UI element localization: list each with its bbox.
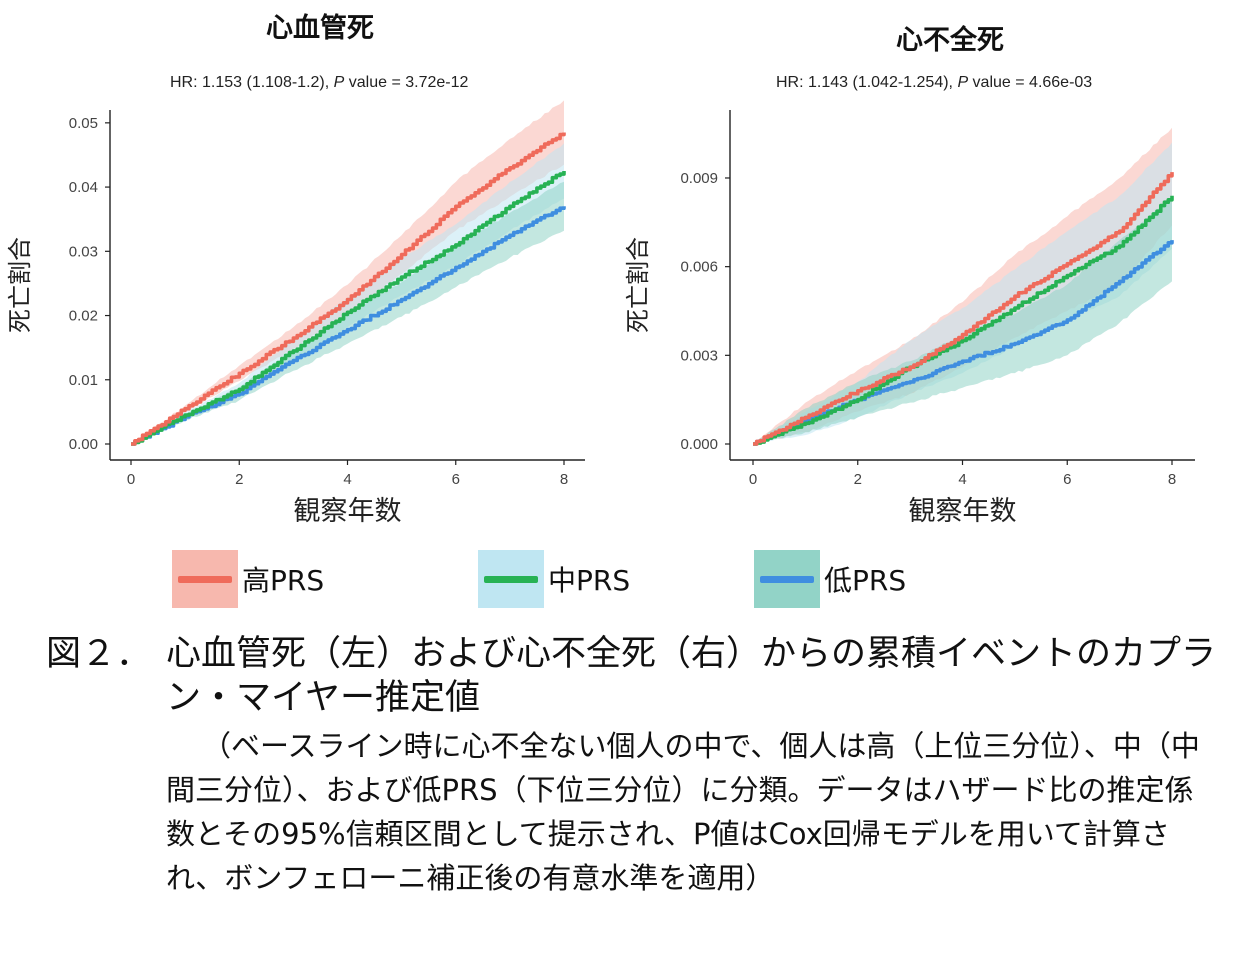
x-tick-label: 6 (452, 471, 460, 488)
chart-subtitle-left: HR: 1.153 (1.108-1.2), P value = 3.72e-1… (170, 74, 468, 92)
ci-band-low (753, 198, 1172, 444)
km-line-high (131, 132, 566, 446)
figure: 心血管死 心不全死 HR: 1.153 (1.108-1.2), P value… (0, 13, 1243, 612)
legend-label-low: 低PRS (824, 564, 907, 597)
x-tick-label: 4 (958, 471, 966, 488)
caption-title: 心血管死（左）および心不全死（右）からの累積イベントのカプラン・マイヤー推定値 (166, 634, 1217, 718)
ci-band-low (131, 181, 564, 444)
legend-label-mid: 中PRS (548, 564, 631, 597)
chart-title-right: 心不全死 (896, 25, 1004, 56)
legend-line-high (178, 576, 232, 583)
y-tick-label: 0.00 (69, 436, 98, 453)
legend-item-high: 高PRS (172, 548, 324, 610)
chart-panel-right: 0.000 0.003 0.006 0.009 0 2 4 6 8 観察年数 死亡割合 (624, 110, 1195, 527)
ci-band-high (131, 100, 564, 445)
km-line-high (753, 172, 1174, 446)
km-line-mid (131, 171, 566, 446)
hr-text: HR: 1.143 (1.042-1.254), (776, 74, 958, 91)
legend-line-low (760, 576, 814, 583)
x-tick-label: 6 (1063, 471, 1071, 488)
km-line-low (753, 240, 1174, 446)
x-axis-label: 観察年数 (294, 496, 402, 527)
p-value-text: value = 4.66e-03 (968, 74, 1093, 91)
legend-label-high: 高PRS (242, 564, 325, 597)
legend: 高PRS 中PRS 低PRS (0, 548, 1243, 612)
legend-line-mid (484, 576, 538, 583)
y-tick-label: 0.006 (680, 259, 718, 276)
x-tick-label: 8 (560, 471, 568, 488)
y-tick-label: 0.02 (69, 308, 98, 325)
p-value-text: value = 3.72e-12 (344, 74, 469, 91)
x-tick-label: 0 (127, 471, 135, 488)
x-tick-label: 2 (854, 471, 862, 488)
y-tick-label: 0.01 (69, 372, 98, 389)
legend-key-mid (478, 550, 544, 608)
caption-body: （ベースライン時に心不全ない個人の中で、個人は高（上位三分位）、中（中間三分位）… (166, 729, 1200, 895)
y-axis-label: 死亡割合 (6, 237, 34, 333)
legend-item-mid: 中PRS (478, 548, 630, 610)
caption-number: 図２． (46, 634, 152, 674)
km-plots: 0.000.010.020.030.040.050 2 4 6 8観察年数死亡割合0.0… (6, 100, 1195, 527)
x-tick-label: 8 (1168, 471, 1176, 488)
x-tick-label: 4 (343, 471, 351, 488)
hr-text: HR: 1.153 (1.108-1.2), (170, 74, 334, 91)
y-tick-label: 0.000 (680, 436, 718, 453)
chart-panel-left: 0.00 0.01 0.02 0.03 0.04 0.05 0 2 4 6 8 観察年数 死亡割合 (6, 100, 585, 527)
x-tick-label: 2 (235, 471, 243, 488)
legend-key-low (754, 550, 820, 608)
legend-key-high (172, 550, 238, 608)
figure-caption: 図２． 心血管死（左）および心不全死（右）からの累積イベントのカプラン・マイヤー… (46, 632, 1216, 900)
chart-subtitle-right: HR: 1.143 (1.042-1.254), P value = 4.66e… (776, 74, 1092, 92)
km-line-mid (753, 195, 1174, 446)
chart-title-left: 心血管死 (266, 13, 374, 44)
p-letter: P (333, 74, 345, 91)
caption-body-block: （ベースライン時に心不全ない個人の中で、個人は高（上位三分位）、中（中間三分位）… (166, 724, 1216, 900)
y-tick-label: 0.04 (69, 179, 98, 196)
y-axis-label: 死亡割合 (624, 237, 652, 333)
caption-heading: 図２． 心血管死（左）および心不全死（右）からの累積イベントのカプラン・マイヤー… (46, 632, 1216, 720)
x-axis-label: 観察年数 (909, 496, 1017, 527)
y-tick-label: 0.009 (680, 170, 718, 187)
y-tick-label: 0.03 (69, 243, 98, 260)
legend-item-low: 低PRS (754, 548, 906, 610)
p-letter: P (957, 74, 969, 91)
x-tick-label: 0 (749, 471, 757, 488)
y-tick-label: 0.05 (69, 115, 98, 132)
y-tick-label: 0.003 (680, 347, 718, 364)
